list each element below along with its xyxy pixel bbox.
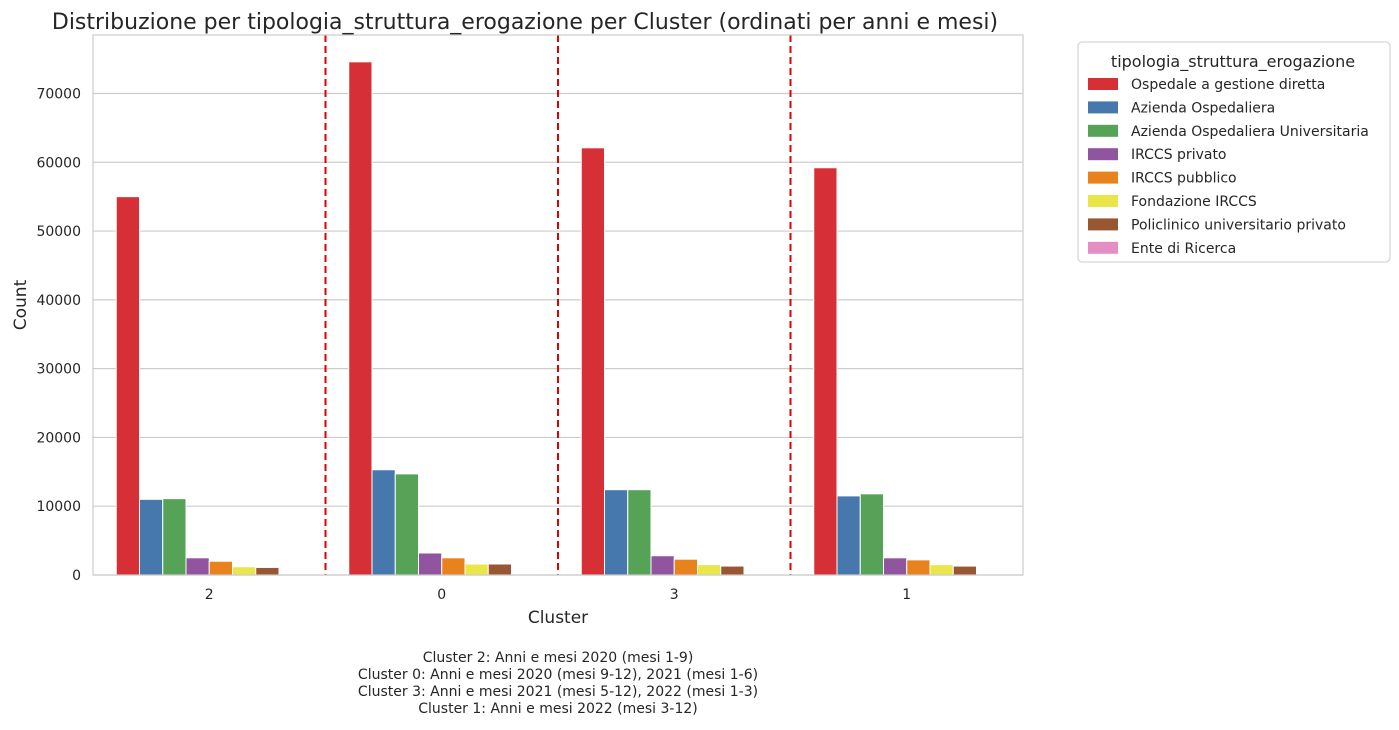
bar — [139, 498, 164, 576]
bar — [371, 469, 396, 576]
legend-swatch — [1088, 78, 1118, 90]
legend-label: Ente di Ricerca — [1131, 241, 1236, 257]
cluster-separators — [324, 35, 792, 575]
legend-label: Azienda Ospedaliera — [1131, 100, 1275, 116]
cluster-caption: Cluster 2: Anni e mesi 2020 (mesi 1-9)Cl… — [358, 650, 758, 717]
caption-line: Cluster 3: Anni e mesi 2021 (mesi 5-12),… — [358, 684, 758, 700]
y-tick-label: 20000 — [36, 430, 81, 446]
bar — [906, 559, 931, 576]
bar — [394, 473, 419, 576]
y-tick-label: 40000 — [36, 293, 81, 309]
bar — [208, 560, 233, 576]
y-axis-label: Count — [11, 279, 31, 330]
bar — [604, 489, 629, 576]
bar — [255, 566, 280, 576]
legend-items: Ospedale a gestione diretta Azienda Osped… — [1088, 77, 1369, 257]
legend-label: IRCCS pubblico — [1131, 171, 1237, 187]
legend-label: IRCCS privato — [1131, 147, 1227, 163]
legend-swatch — [1088, 148, 1118, 161]
legend-swatch — [1088, 241, 1118, 254]
y-tick-labels: 0 10000 20000 30000 40000 50000 60000 70000 — [36, 86, 81, 584]
bar — [487, 563, 512, 576]
bar — [952, 565, 977, 576]
y-tick-label: 60000 — [36, 155, 81, 171]
caption-line: Cluster 1: Anni e mesi 2022 (mesi 3-12) — [418, 701, 698, 717]
legend-swatch — [1088, 218, 1118, 231]
y-tick-label: 50000 — [36, 224, 81, 240]
bar — [859, 493, 884, 576]
bar — [673, 558, 698, 576]
bar — [929, 564, 954, 576]
legend-swatch — [1088, 124, 1118, 137]
x-tick-label: 1 — [902, 587, 911, 603]
bar — [115, 196, 140, 576]
bar — [185, 557, 210, 576]
caption-line: Cluster 0: Anni e mesi 2020 (mesi 9-12),… — [358, 667, 758, 683]
legend-swatch — [1088, 195, 1118, 207]
x-tick-label: 0 — [437, 587, 446, 603]
x-tick-label: 2 — [205, 587, 214, 603]
bar — [813, 167, 838, 576]
plot-frame — [92, 34, 1024, 576]
y-tick-label: 10000 — [36, 499, 81, 515]
bar — [348, 61, 373, 576]
bar — [720, 565, 745, 576]
bar — [697, 564, 722, 576]
bars — [115, 61, 977, 576]
bar — [232, 566, 257, 576]
bar — [162, 498, 187, 576]
x-axis-label: Cluster — [528, 608, 588, 628]
bar — [580, 147, 605, 576]
bar — [418, 552, 443, 576]
bar — [883, 557, 908, 576]
bar — [650, 555, 675, 576]
legend: tipologia_struttura_erogazione Ospedale … — [1077, 41, 1391, 263]
legend-label: Policlinico universitario privato — [1131, 217, 1346, 233]
chart-title: Distribuzione per tipologia_struttura_er… — [52, 10, 998, 35]
legend-label: Fondazione IRCCS — [1131, 194, 1257, 210]
legend-swatch — [1088, 101, 1118, 114]
caption-line: Cluster 2: Anni e mesi 2020 (mesi 1-9) — [423, 650, 694, 666]
y-tick-label: 30000 — [36, 362, 81, 378]
bar — [441, 557, 466, 576]
x-tick-label: 3 — [670, 587, 679, 603]
legend-label: Azienda Ospedaliera Universitaria — [1131, 124, 1369, 140]
legend-frame — [1077, 41, 1391, 263]
bar — [464, 563, 489, 576]
legend-label: Ospedale a gestione diretta — [1131, 77, 1325, 93]
y-tick-label: 0 — [72, 568, 81, 584]
y-tick-label: 70000 — [36, 86, 81, 102]
bar — [836, 495, 861, 576]
legend-title: tipologia_struttura_erogazione — [1111, 52, 1355, 72]
legend-swatch — [1088, 171, 1118, 184]
bar — [627, 489, 652, 576]
